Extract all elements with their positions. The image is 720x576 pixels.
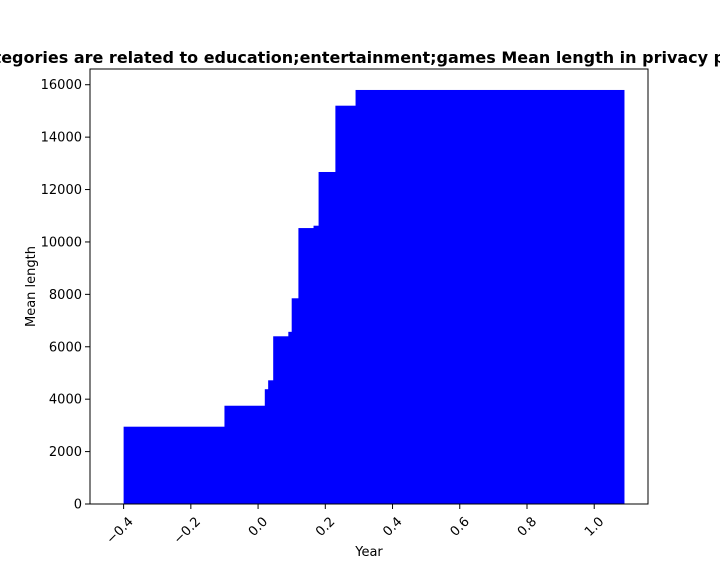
y-tick-label: 16000 xyxy=(41,78,82,93)
bars-group xyxy=(123,89,625,505)
bar xyxy=(355,89,625,504)
x-axis-title: Year xyxy=(354,545,383,560)
y-tick-label: 14000 xyxy=(41,131,82,146)
y-axis-title: Mean length xyxy=(24,246,39,327)
y-tick-label: 2000 xyxy=(49,445,82,460)
x-axis: −0.4 −0.2 0.0 0.2 0.4 0.6 0.8 1.0 xyxy=(104,504,607,547)
chart-title: Categories are related to education;ente… xyxy=(0,48,720,67)
y-tick-label: 12000 xyxy=(41,183,82,198)
y-tick-label: 8000 xyxy=(49,288,82,303)
x-tick-label: −0.4 xyxy=(104,514,137,547)
plot-frame xyxy=(89,68,649,505)
x-tick-label: 0.6 xyxy=(448,514,473,539)
y-axis: 0 2000 4000 6000 8000 10000 12000 14000 16000 xyxy=(41,78,90,513)
y-tick-label: 10000 xyxy=(41,235,82,250)
x-tick-label: 1.0 xyxy=(582,514,607,539)
y-tick-label: 0 xyxy=(74,498,82,513)
x-tick-label: 0.0 xyxy=(246,514,271,539)
x-tick-label: 0.8 xyxy=(515,514,540,539)
x-tick-label: 0.4 xyxy=(380,514,405,539)
y-tick-label: 4000 xyxy=(49,393,82,408)
x-tick-label: −0.2 xyxy=(171,514,204,547)
x-tick-label: 0.2 xyxy=(313,514,338,539)
y-tick-label: 6000 xyxy=(49,340,82,355)
